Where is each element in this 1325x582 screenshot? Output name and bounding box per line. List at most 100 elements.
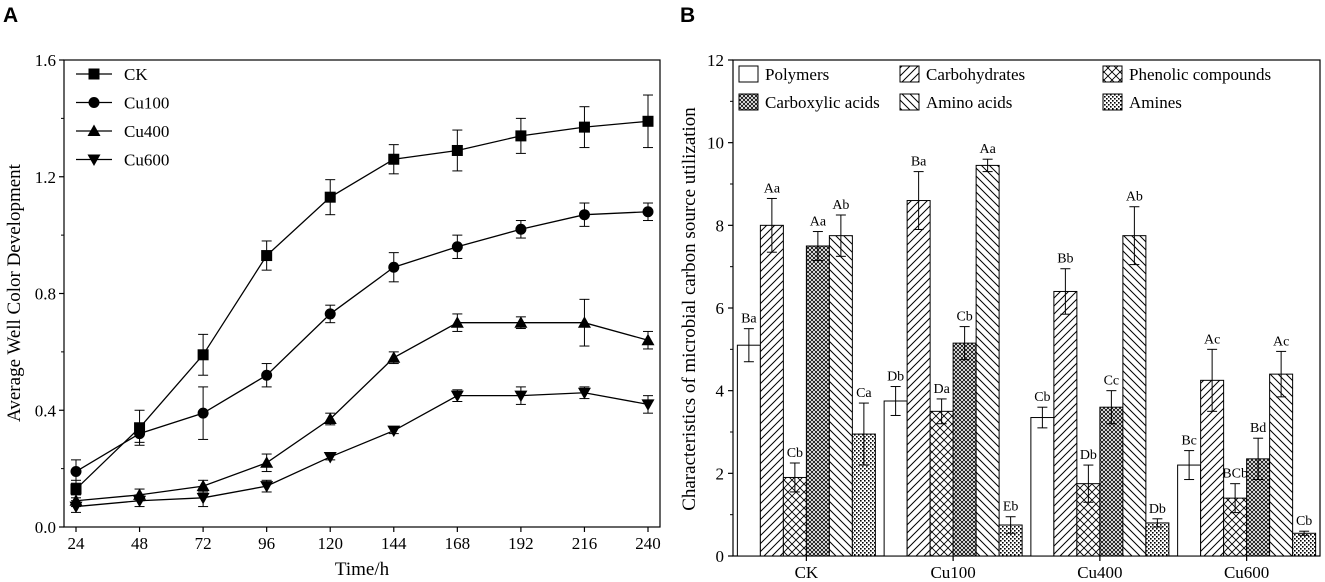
y-tick-label: 1.6 bbox=[35, 51, 56, 70]
x-tick-label: 168 bbox=[445, 534, 471, 553]
legend-swatch bbox=[1103, 66, 1122, 82]
x-tick-label: 72 bbox=[195, 534, 212, 553]
legend-item: Amines bbox=[1103, 93, 1182, 112]
bar-group-ck: Ba Aa Cb Aa Ab Ca bbox=[737, 181, 875, 556]
x-tick-label: 240 bbox=[635, 534, 661, 553]
figure: A B 24 48 72 96 120 144 168 192 216 2400.00.40.81… bbox=[0, 0, 1325, 582]
data-point bbox=[325, 308, 336, 319]
bar bbox=[737, 345, 760, 556]
y-tick-label: 8 bbox=[716, 216, 725, 235]
y-tick-label: 12 bbox=[707, 51, 724, 70]
series-line bbox=[76, 121, 648, 489]
bar-group-b: BaAaCbAaAbCaDbBaDaCbAaEbCbBbDbCcAbDbBcAc… bbox=[737, 142, 1315, 556]
significance-label: Aa bbox=[979, 142, 996, 157]
significance-label: Cb bbox=[1034, 390, 1050, 405]
x-tick-label: 24 bbox=[68, 534, 86, 553]
significance-label: Db bbox=[887, 370, 904, 385]
legend-item: CK bbox=[76, 65, 148, 84]
data-point bbox=[452, 241, 463, 252]
y-tick-label: 4 bbox=[716, 382, 725, 401]
significance-label: BCb bbox=[1222, 467, 1248, 482]
significance-label: Da bbox=[933, 382, 950, 397]
legend-item: Cu100 bbox=[76, 94, 169, 113]
legend-item: Cu400 bbox=[76, 122, 169, 141]
data-point bbox=[452, 145, 463, 156]
bar bbox=[907, 201, 930, 556]
legend-item: Amino acids bbox=[900, 93, 1012, 112]
x-axis-label-a: Time/h bbox=[335, 559, 390, 580]
legend-marker bbox=[88, 125, 101, 137]
bar bbox=[884, 401, 907, 556]
x-tick-label: Cu100 bbox=[930, 563, 975, 582]
x-tick-label: CK bbox=[795, 563, 819, 582]
legend-label: Polymers bbox=[765, 65, 829, 84]
data-point bbox=[643, 116, 654, 127]
legend-marker bbox=[88, 155, 101, 167]
bar bbox=[806, 246, 829, 556]
significance-label: Bd bbox=[1250, 421, 1266, 436]
series-line bbox=[76, 323, 648, 501]
legend-item: Carboxylic acids bbox=[739, 93, 880, 112]
legend-item: Polymers bbox=[739, 65, 829, 84]
data-point bbox=[260, 456, 273, 468]
legend-label: Cu400 bbox=[124, 122, 169, 141]
x-tick-label: Cu600 bbox=[1224, 563, 1269, 582]
legend-swatch bbox=[739, 66, 758, 82]
bar-group-cu400: Cb Bb Db Cc Ab Db bbox=[1031, 190, 1169, 556]
significance-label: Ba bbox=[911, 155, 927, 170]
bar bbox=[976, 165, 999, 556]
bar bbox=[1031, 418, 1054, 556]
legend-item: Cu600 bbox=[76, 151, 169, 170]
data-point bbox=[388, 154, 399, 165]
significance-label: Bc bbox=[1181, 434, 1197, 449]
data-point bbox=[642, 399, 655, 411]
bar bbox=[1100, 407, 1123, 556]
data-point bbox=[643, 206, 654, 217]
data-point bbox=[451, 391, 464, 403]
bar-group-cu100: Db Ba Da Cb Aa Eb bbox=[884, 142, 1022, 556]
data-point bbox=[198, 349, 209, 360]
significance-label: Aa bbox=[810, 215, 827, 230]
data-point bbox=[324, 452, 337, 464]
bar-chart-panel: 0 2 4 6 8 10 12 CK Cu100 Cu400 Cu600 Ba Aa Cb Aa Ab Ca D… bbox=[679, 51, 1320, 582]
y-tick-label: 1.2 bbox=[35, 168, 56, 187]
legend-swatch bbox=[1103, 94, 1122, 110]
series-cu400 bbox=[70, 299, 655, 506]
bar bbox=[829, 236, 852, 556]
data-point bbox=[514, 316, 527, 328]
y-tick-label: 10 bbox=[707, 134, 724, 153]
legend-label: Cu600 bbox=[124, 151, 169, 170]
significance-label: Ca bbox=[856, 386, 872, 401]
significance-label: Ac bbox=[1204, 332, 1220, 347]
line-chart-panel: 24 48 72 96 120 144 168 192 216 240 0.0 0.4 0.8 1.2 1.… bbox=[4, 51, 661, 580]
series-cu600 bbox=[70, 387, 655, 513]
data-point bbox=[71, 484, 82, 495]
significance-label: Db bbox=[1080, 448, 1097, 463]
bar bbox=[760, 225, 783, 556]
significance-label: Eb bbox=[1003, 500, 1019, 515]
panel-letter-a: A bbox=[3, 4, 18, 27]
x-tick-label: 120 bbox=[317, 534, 343, 553]
y-tick-label: 0.4 bbox=[35, 401, 57, 420]
x-tick-label: 96 bbox=[258, 534, 275, 553]
y-axis-label-a: Average Well Color Development bbox=[4, 163, 25, 422]
y-tick-label: 0 bbox=[716, 547, 725, 566]
bar bbox=[1123, 236, 1146, 556]
data-point bbox=[515, 130, 526, 141]
legend-label: Carbohydrates bbox=[926, 65, 1025, 84]
legend-item: Carbohydrates bbox=[900, 65, 1025, 84]
data-point bbox=[387, 426, 400, 438]
significance-label: Cb bbox=[1296, 514, 1312, 529]
bar bbox=[930, 411, 953, 556]
data-point bbox=[134, 428, 145, 439]
significance-label: Ac bbox=[1273, 334, 1289, 349]
y-axis-label-b: Characteristics of microbial carbon sour… bbox=[679, 107, 700, 511]
data-point bbox=[198, 408, 209, 419]
legend-label: Cu100 bbox=[124, 94, 169, 113]
bar bbox=[953, 343, 976, 556]
data-point bbox=[325, 192, 336, 203]
legend-swatch bbox=[739, 94, 758, 110]
legend-swatch bbox=[900, 94, 919, 110]
legend-label: Phenolic compounds bbox=[1129, 65, 1271, 84]
significance-label: Ba bbox=[741, 312, 757, 327]
